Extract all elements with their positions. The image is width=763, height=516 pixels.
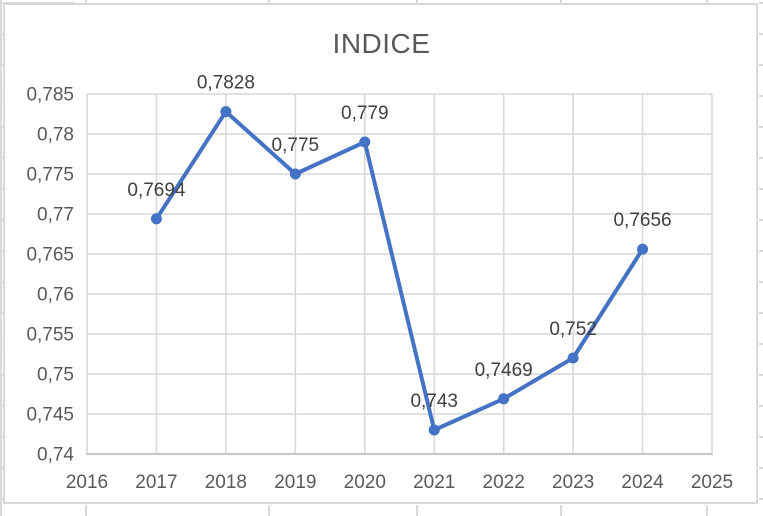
y-axis-tick-label: 0,78 [37, 125, 74, 146]
y-axis-tick-label: 0,75 [37, 365, 74, 386]
x-axis-tick-label: 2016 [66, 472, 108, 493]
spreadsheet-row-line [0, 219, 4, 221]
spreadsheet-row-line [759, 33, 763, 35]
chart-title[interactable]: INDICE [332, 28, 431, 59]
spreadsheet-row-line [0, 405, 4, 407]
x-axis-tick-label: 2018 [205, 472, 247, 493]
data-point-label: 0,775 [272, 135, 320, 156]
y-axis-tick-label: 0,775 [26, 165, 74, 186]
spreadsheet-row-line [759, 467, 763, 469]
spreadsheet-column-line [416, 0, 418, 4]
spreadsheet-row-line [0, 157, 4, 159]
y-axis-tick-label: 0,76 [37, 285, 74, 306]
spreadsheet-row-line [759, 374, 763, 376]
spreadsheet-column-line [706, 505, 708, 516]
spreadsheet-column-line [560, 505, 562, 516]
spreadsheet-row-line [759, 2, 763, 4]
x-axis-tick-label: 2021 [413, 472, 455, 493]
x-axis-tick-label: 2025 [691, 472, 733, 493]
spreadsheet-column-line [0, 0, 2, 516]
data-point-label: 0,743 [410, 391, 458, 412]
spreadsheet-column-line [85, 505, 87, 516]
spreadsheet-row-line [0, 498, 4, 500]
spreadsheet-row-line [759, 436, 763, 438]
spreadsheet-row-line [0, 374, 4, 376]
spreadsheet-column-line [560, 0, 562, 4]
data-point-marker[interactable] [428, 424, 440, 436]
x-axis-tick-label: 2024 [621, 472, 664, 493]
data-point-marker[interactable] [150, 213, 162, 225]
data-point-label: 0,7469 [475, 360, 533, 381]
x-axis-tick-label: 2020 [344, 472, 386, 493]
spreadsheet-row-line [759, 250, 763, 252]
spreadsheet-column-line [268, 505, 270, 516]
spreadsheet-row-line [0, 343, 4, 345]
y-axis-tick-label: 0,785 [26, 85, 74, 106]
y-axis-tick-label: 0,765 [26, 245, 74, 266]
spreadsheet-row-line [759, 498, 763, 500]
data-point-marker[interactable] [498, 393, 510, 405]
y-axis-tick-label: 0,77 [37, 205, 74, 226]
spreadsheet-column-line [268, 0, 270, 4]
data-point-marker[interactable] [359, 136, 371, 148]
spreadsheet-row-line [0, 250, 4, 252]
x-axis-tick-label: 2023 [552, 472, 594, 493]
spreadsheet-row-line [0, 312, 4, 314]
spreadsheet-row-line [0, 467, 4, 469]
y-axis-tick-label: 0,745 [26, 405, 74, 426]
x-axis-tick-label: 2017 [135, 472, 177, 493]
series-line[interactable] [154, 109, 645, 432]
data-point-label: 0,779 [341, 103, 389, 124]
spreadsheet-row-line [759, 343, 763, 345]
spreadsheet-row-line [0, 2, 74, 4]
spreadsheet-row-line [0, 33, 4, 35]
data-point-label: 0,7656 [613, 210, 671, 231]
spreadsheet-row-line [759, 126, 763, 128]
spreadsheet-row-line [759, 312, 763, 314]
spreadsheet-row-line [0, 436, 4, 438]
spreadsheet-row-line [0, 126, 4, 128]
spreadsheet-row-line [759, 405, 763, 407]
spreadsheet-row-line [759, 281, 763, 283]
data-point-label: 0,7694 [127, 180, 186, 201]
x-axis-tick-label: 2019 [274, 472, 316, 493]
spreadsheet-row-line [0, 281, 4, 283]
spreadsheet-row-line [0, 95, 4, 97]
data-point-marker[interactable] [220, 106, 232, 118]
spreadsheet-row-line [759, 219, 763, 221]
data-point-marker[interactable] [637, 243, 649, 255]
y-axis-tick-label: 0,755 [26, 325, 74, 346]
spreadsheet-column-line [85, 0, 87, 4]
spreadsheet-row-line [759, 64, 763, 66]
spreadsheet-row-line [759, 157, 763, 159]
spreadsheet-row-line [0, 64, 4, 66]
spreadsheet-row-line [759, 188, 763, 190]
spreadsheet-column-line [706, 0, 708, 4]
x-axis-tick-label: 2022 [483, 472, 525, 493]
data-point-marker[interactable] [567, 352, 579, 364]
data-point-label: 0,7828 [197, 73, 255, 94]
y-axis-tick-label: 0,74 [37, 445, 74, 466]
data-point-marker[interactable] [289, 168, 301, 180]
data-point-label: 0,752 [549, 319, 597, 340]
spreadsheet-column-line [416, 505, 418, 516]
spreadsheet-row-line [0, 188, 4, 190]
spreadsheet-row-line [759, 95, 763, 97]
